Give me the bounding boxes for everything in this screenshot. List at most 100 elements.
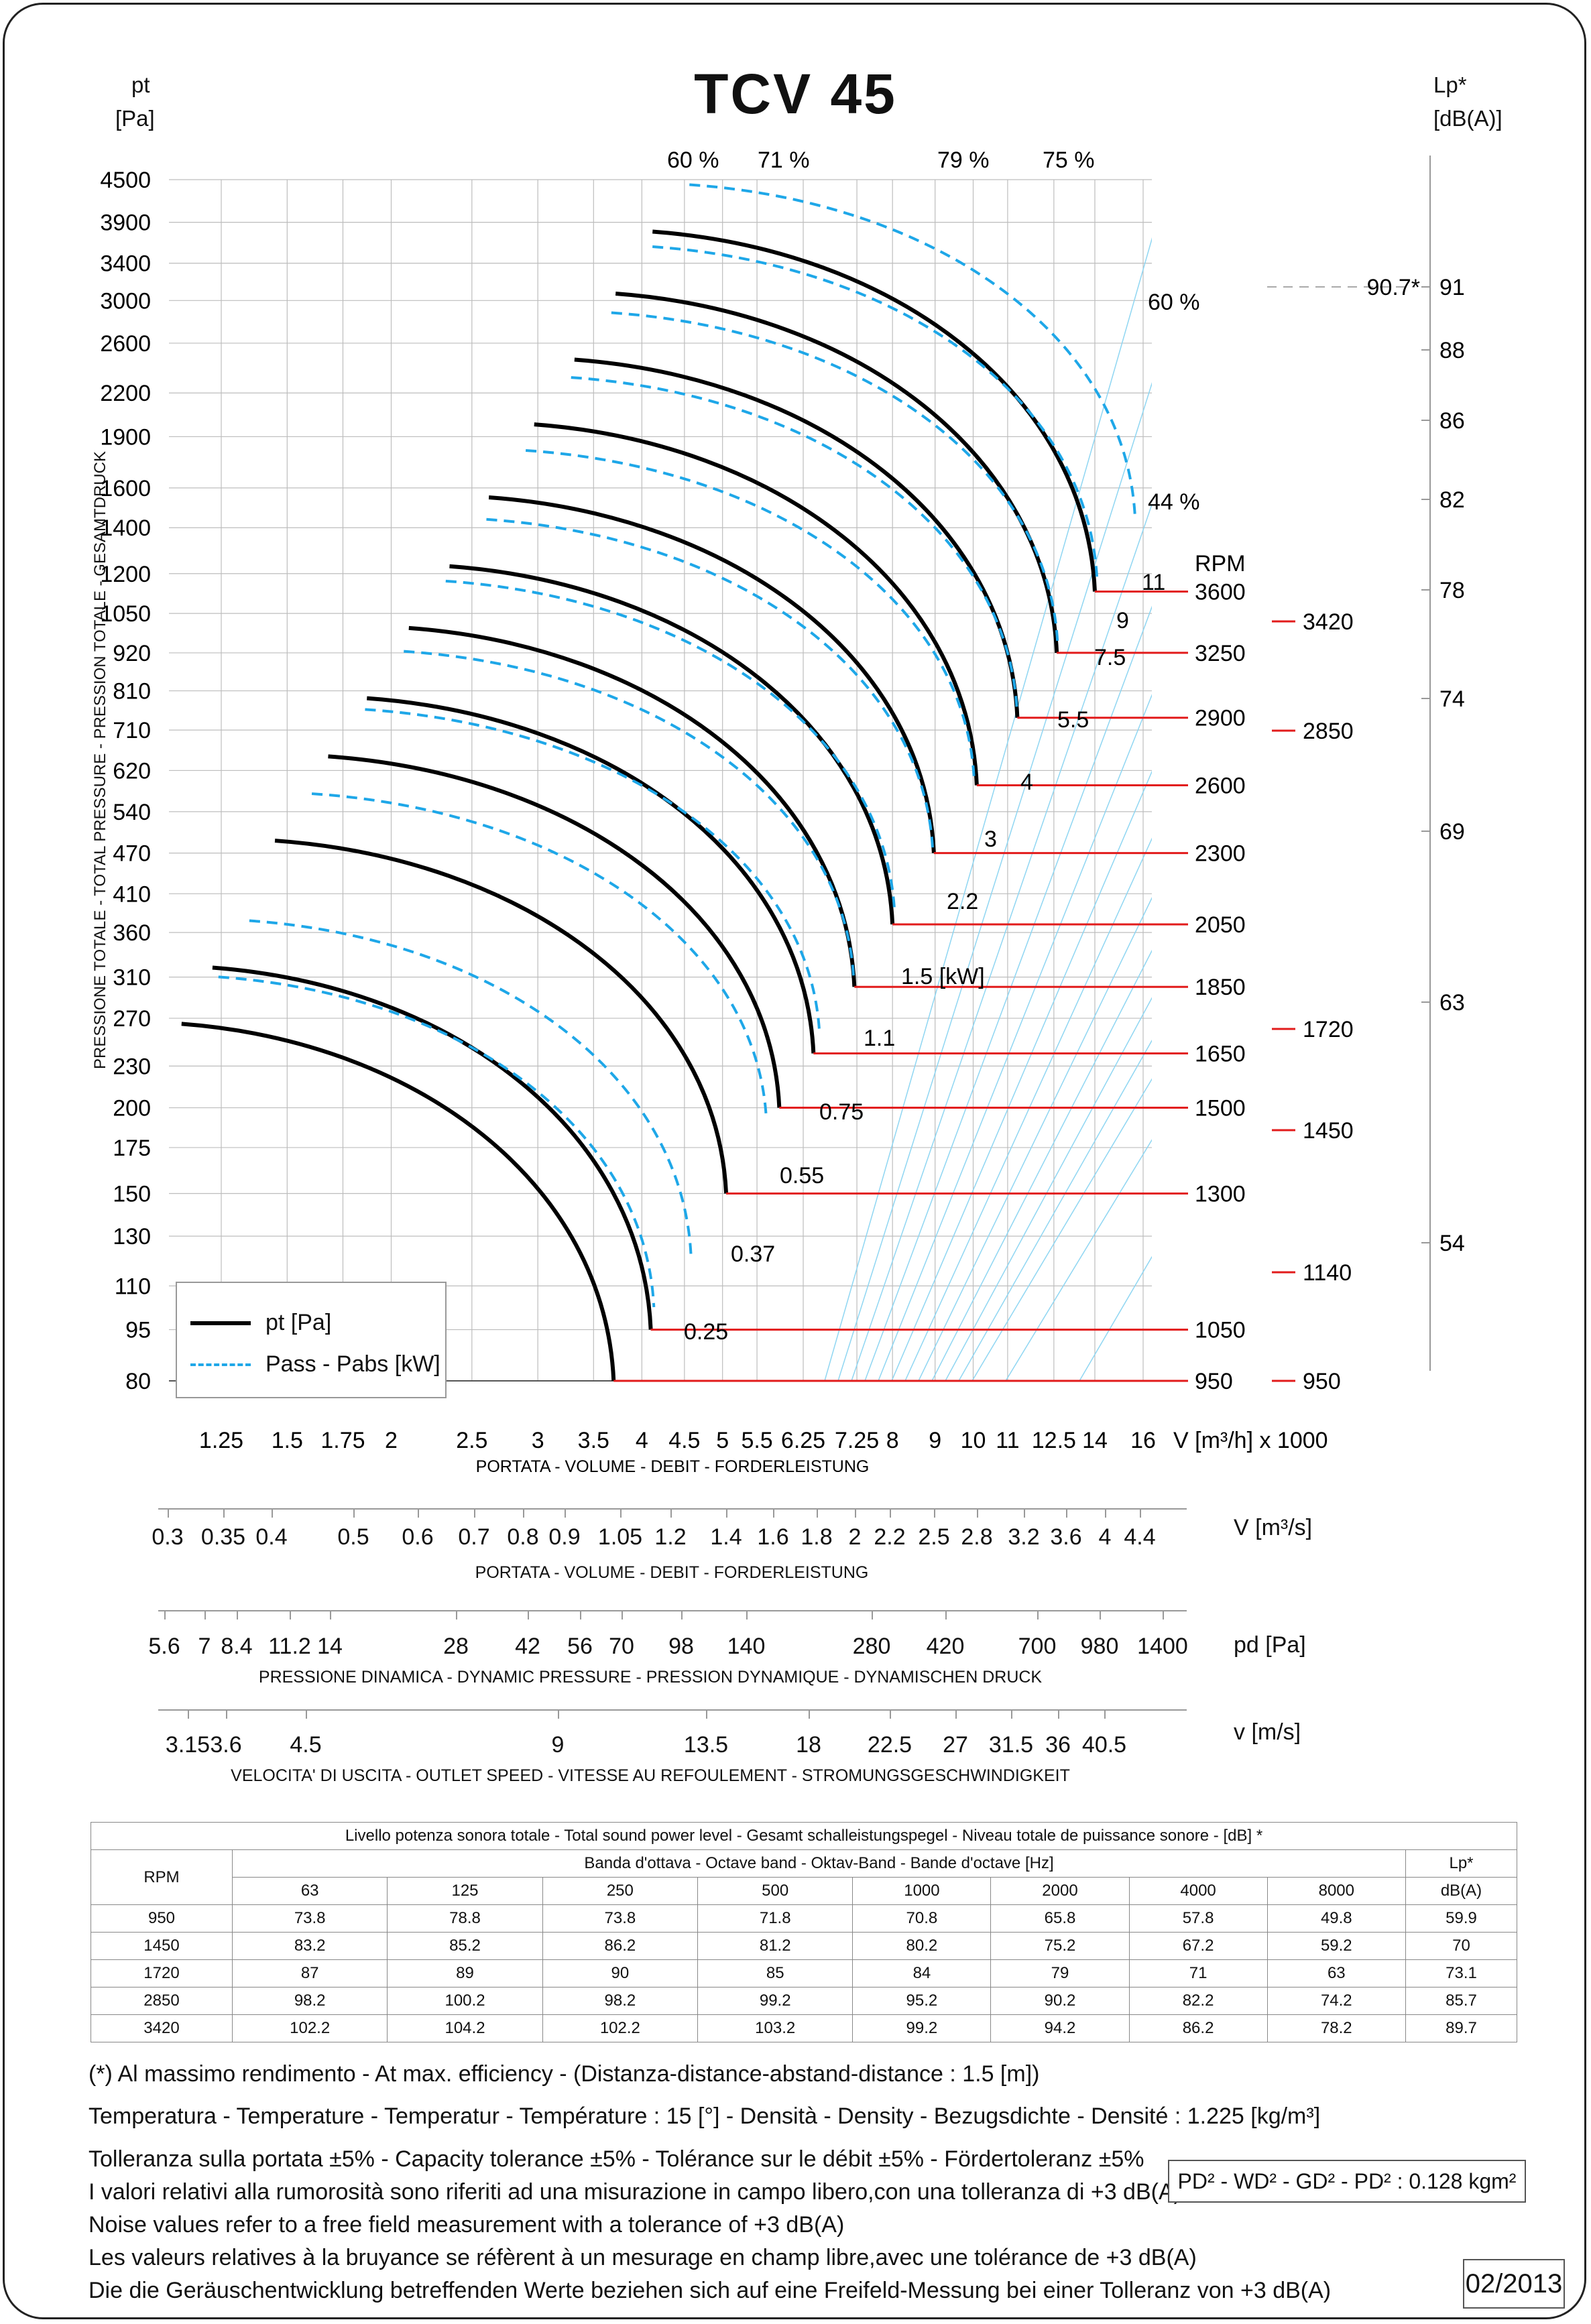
legend-item-pt: pt [Pa] [190, 1310, 331, 1336]
lp-tick-label: 69 [1439, 819, 1465, 845]
power-curve [486, 517, 935, 851]
table-cell: 67.2 [1128, 1932, 1268, 1960]
chart-title: TCV 45 [694, 62, 897, 125]
x-tick-label: 8 [886, 1428, 899, 1453]
lower-axis-tick-label: 42 [515, 1634, 540, 1659]
table-cell: 89.7 [1405, 2014, 1517, 2042]
lower-axis-tick-label: 2.8 [961, 1524, 993, 1550]
lower-axis-tick-label: 0.6 [402, 1524, 434, 1550]
lower-axis-tick [1163, 1610, 1164, 1619]
lower-axis-tick [1105, 1508, 1106, 1518]
lower-axis-tick [528, 1610, 529, 1619]
rpm-curve-label: 1650 [1195, 1041, 1246, 1066]
table-cell: 82.2 [1128, 1987, 1268, 2015]
y-tick-label: 620 [113, 758, 151, 784]
table-row: 1720 87 89 90 85 84 79 71 63 73.1 [91, 1959, 1517, 1987]
note-tolerance: Tolleranza sulla portata ±5% - Capacity … [89, 2146, 1144, 2172]
lower-axis-tick-label: 0.3 [152, 1524, 184, 1550]
lower-axis-caption: PRESSIONE DINAMICA - DYNAMIC PRESSURE - … [258, 1668, 1043, 1687]
power-label: 0.75 [819, 1099, 864, 1125]
system-line [931, 949, 1152, 1381]
lower-axis-tick-label: 5.6 [148, 1634, 180, 1659]
power-label: 11 [1142, 570, 1165, 595]
efficiency-label: 75 % [1043, 147, 1095, 173]
inertia-box: PD² - WD² - GD² - PD² : 0.128 kgm² [1168, 2160, 1526, 2203]
lower-axis-tick [622, 1610, 623, 1619]
pt-curve [449, 564, 895, 925]
lower-axis-tick [353, 1508, 355, 1518]
lower-axis-tick [474, 1508, 475, 1518]
table-cell: 71.8 [697, 1904, 853, 1933]
date-box: 02/2013 [1463, 2259, 1565, 2309]
table-cell: 85 [697, 1959, 853, 1987]
power-curve [525, 448, 976, 780]
y-tick-label: 470 [113, 841, 151, 867]
y-tick-label: 2600 [100, 331, 151, 357]
y-tick-label: 540 [113, 800, 151, 825]
note-noise-en: Noise values refer to a free field measu… [89, 2212, 845, 2238]
table-row: 3420 102.2 104.2 102.2 103.2 99.2 94.2 86.2 78.2… [91, 2014, 1517, 2042]
lower-axis-tick-label: 2 [848, 1524, 862, 1550]
lower-axis-unit: v [m/s] [1234, 1719, 1301, 1745]
lower-axis-tick [977, 1508, 978, 1518]
pt-curve [367, 696, 816, 1054]
lower-axis-tick [726, 1508, 727, 1518]
lower-axis-caption: PORTATA - VOLUME - DEBIT - FORDERLEISTUN… [475, 1563, 869, 1582]
x-tick-label: 3.5 [578, 1428, 609, 1453]
table-cell: 65.8 [990, 1904, 1130, 1933]
power-label: 0.25 [684, 1319, 728, 1345]
table-cell: 79 [990, 1959, 1130, 1987]
legend-item-pass: Pass - Pabs [kW] [190, 1351, 440, 1378]
lp-tick-label: 82 [1439, 487, 1465, 513]
lower-axis-tick [681, 1610, 683, 1619]
lower-axis-tick [272, 1508, 273, 1518]
y-tick-label: 810 [113, 679, 151, 705]
pt-curve [488, 495, 936, 853]
lp-tick-label: 74 [1439, 686, 1465, 712]
table-cell: 78.8 [387, 1904, 543, 1933]
x-tick-label: 12.5 [1032, 1428, 1076, 1453]
system-line [971, 1078, 1152, 1381]
chart-legend: pt [Pa] Pass - Pabs [kW] [176, 1282, 447, 1398]
lower-axis-tick [237, 1610, 238, 1619]
power-curves [218, 183, 1136, 1308]
sound-power-table: Livello potenza sonora totale - Total so… [91, 1822, 1517, 2042]
table-row: 950 73.8 78.8 73.8 71.8 70.8 65.8 57.8 49.8 59.9 [91, 1904, 1517, 1933]
lower-axis-tick-label: 2.2 [874, 1524, 906, 1550]
lower-axis-tick-label: 140 [727, 1634, 766, 1659]
table-cell: 85.7 [1405, 1987, 1517, 2015]
pt-curve [408, 625, 857, 987]
rpm-lines [613, 590, 1188, 1382]
rpm-curve-label: 2900 [1195, 706, 1246, 731]
lower-axis-tick-label: 40.5 [1081, 1732, 1127, 1758]
table-cell: 73.8 [542, 1904, 699, 1933]
x-tick-label: 2 [385, 1428, 398, 1453]
lower-axis-tick-label: 28 [443, 1634, 469, 1659]
rpm-right-label: 2850 [1303, 719, 1354, 744]
rpm-right-label: 3420 [1303, 609, 1354, 635]
note-noise-it: I valori relativi alla rumorosità sono r… [89, 2179, 1181, 2205]
lower-axis-tick [418, 1508, 419, 1518]
efficiency-label: 71 % [758, 147, 810, 173]
rpm-right-label: 1450 [1303, 1118, 1354, 1144]
lower-axis-tick [817, 1508, 818, 1518]
rpm-right-label: 1720 [1303, 1017, 1354, 1042]
x-tick-label: 14 [1082, 1428, 1108, 1453]
table-cell: 86.2 [1128, 2014, 1268, 2042]
lower-axis-tick-label: 3.6 [210, 1732, 242, 1758]
table-cell: 99.2 [697, 1987, 853, 2015]
sound-table-rpm-header: RPM [91, 1849, 233, 1905]
lower-axis-tick-label: 1400 [1137, 1634, 1188, 1659]
lower-axis-tick-label: 1.05 [597, 1524, 643, 1550]
table-cell: 59.2 [1266, 1932, 1407, 1960]
lower-axis-tick-label: 0.9 [548, 1524, 581, 1550]
table-cell: 87 [231, 1959, 388, 1987]
x-tick-label: 10 [961, 1428, 986, 1453]
lower-axis-tick-label: 1.2 [654, 1524, 687, 1550]
lower-axis-tick [1037, 1610, 1039, 1619]
system-line [1005, 1139, 1152, 1381]
lower-axis-tick [226, 1709, 227, 1719]
lower-axis-line [158, 1709, 1187, 1711]
lower-axis-tick-label: 3.15 [165, 1732, 211, 1758]
system-line [945, 997, 1152, 1381]
